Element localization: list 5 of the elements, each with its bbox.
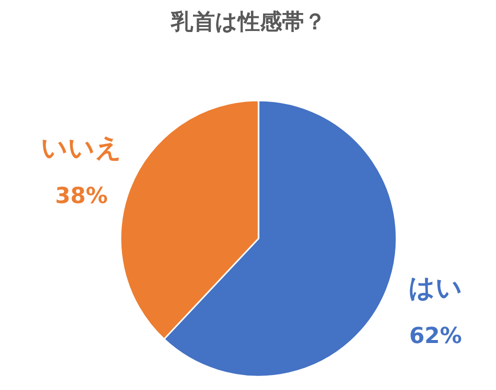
chart-title: 乳首は性感帯？	[170, 10, 326, 35]
data-label: 38%	[55, 184, 108, 209]
slice-label: はい	[408, 274, 463, 304]
slice-label: いいえ	[40, 133, 122, 164]
data-label: 62%	[409, 324, 462, 350]
